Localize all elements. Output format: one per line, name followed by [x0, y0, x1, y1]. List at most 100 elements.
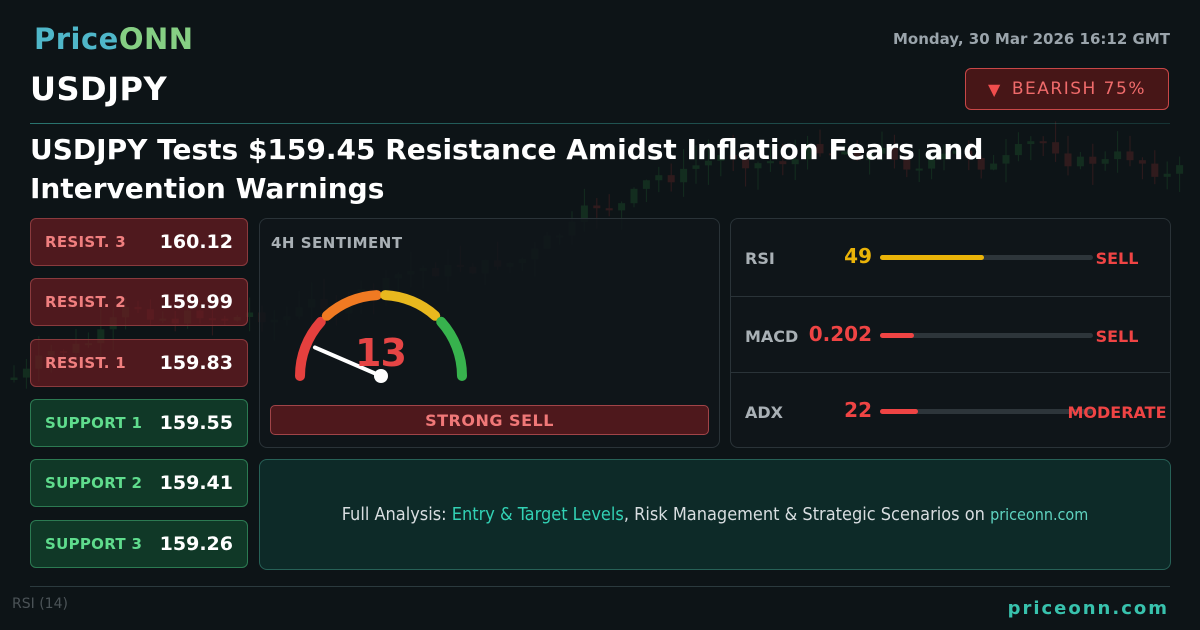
indicator-value: 0.202 — [808, 322, 872, 346]
background-candle-body — [642, 180, 650, 189]
level-value: 159.41 — [159, 472, 233, 494]
indicators-card: RSI 49 SELL MACD 0.202 SELL ADX 22 MODER… — [730, 218, 1171, 448]
gauge-segment-green — [436, 316, 467, 381]
bearish-badge-label: BEARISH 75% — [1011, 79, 1146, 99]
cta-domain-link[interactable]: priceonn.com — [990, 505, 1089, 524]
level-label: SUPPORT 1 — [45, 414, 143, 432]
triangle-down-icon: ▼ — [988, 79, 1002, 99]
indicator-name: MACD — [745, 327, 799, 346]
background-candle-body — [890, 147, 898, 160]
level-resist-1: RESIST. 1 159.83 — [30, 339, 248, 387]
indicator-bar-fill — [880, 409, 919, 414]
background-candle-body — [1027, 141, 1035, 145]
background-candle-body — [828, 153, 836, 156]
indicator-name: ADX — [745, 403, 783, 422]
background-candle-body — [1064, 153, 1072, 167]
background-candle-body — [952, 150, 960, 154]
headline: USDJPY Tests $159.45 Resistance Amidst I… — [30, 133, 984, 205]
indicator-bar-fill — [880, 255, 985, 260]
indicator-signal: MODERATE — [1067, 403, 1167, 422]
background-candle-body — [97, 329, 105, 344]
background-candle-body — [10, 377, 18, 380]
background-candle-body — [1114, 151, 1122, 160]
background-candle-body — [1052, 142, 1060, 154]
full-analysis-banner[interactable]: Full Analysis: Entry & Target Levels, Ri… — [259, 459, 1171, 570]
level-label: SUPPORT 3 — [45, 535, 143, 553]
background-candle-body — [754, 163, 762, 169]
level-support-1: SUPPORT 1 159.55 — [30, 399, 248, 447]
brand-logo-part1: Price — [34, 22, 119, 56]
level-value: 159.26 — [159, 533, 233, 555]
background-candle-body — [1014, 144, 1022, 156]
background-candle-body — [1138, 160, 1146, 164]
level-resist-2: RESIST. 2 159.99 — [30, 278, 248, 326]
level-resist-3: RESIST. 3 160.12 — [30, 218, 248, 266]
indicator-row-adx: ADX 22 MODERATE — [731, 372, 1170, 449]
background-candle-body — [704, 160, 712, 166]
background-candle-body — [655, 175, 663, 181]
background-candle-body — [816, 144, 824, 154]
level-value: 159.55 — [159, 412, 233, 434]
background-candle-body — [680, 168, 688, 183]
background-candle-body — [580, 205, 588, 222]
background-candle-body — [1002, 155, 1010, 164]
gauge-segment-red — [295, 316, 326, 381]
background-candle-body — [1151, 163, 1159, 177]
background-candle-body — [791, 159, 799, 165]
background-candle-body — [903, 159, 911, 170]
indicator-signal: SELL — [1095, 327, 1139, 346]
background-candle-body — [940, 153, 948, 159]
brand-logo-part2: ONN — [118, 22, 194, 56]
indicator-row-rsi: RSI 49 SELL — [731, 219, 1170, 295]
background-candle-body — [1076, 156, 1084, 167]
background-candle-body — [22, 368, 30, 378]
level-value: 159.99 — [159, 291, 233, 313]
indicator-bar-track — [880, 409, 1093, 414]
background-candle-body — [766, 161, 774, 164]
gauge-needle — [312, 345, 383, 378]
indicator-value: 49 — [844, 244, 872, 268]
level-label: RESIST. 3 — [45, 233, 126, 251]
background-candle-body — [1039, 141, 1047, 144]
indicator-bar-track — [880, 333, 1093, 338]
background-candle-body — [593, 205, 601, 209]
gauge-segment-yellow — [380, 290, 441, 321]
indicator-name: RSI — [745, 249, 775, 268]
background-candle-body — [1089, 156, 1097, 164]
background-candle-body — [667, 175, 675, 183]
background-candle-body — [1163, 173, 1171, 177]
background-candle-body — [779, 161, 787, 165]
background-candle-body — [878, 147, 886, 154]
sentiment-verdict: STRONG SELL — [270, 405, 709, 435]
background-candle-body — [1176, 165, 1184, 174]
level-value: 160.12 — [159, 231, 233, 253]
indicator-bar-track — [880, 255, 1093, 260]
sentiment-title: 4H SENTIMENT — [271, 234, 403, 252]
background-candle-body — [990, 163, 998, 170]
background-candle-body — [928, 158, 936, 169]
indicator-bar-fill — [880, 333, 915, 338]
background-candle-body — [804, 144, 812, 160]
level-label: SUPPORT 2 — [45, 474, 143, 492]
background-rsi-label: RSI (14) — [12, 596, 68, 612]
sentiment-card: 4H SENTIMENT 13 STRONG SELL — [259, 218, 720, 448]
background-candle-body — [246, 312, 254, 317]
background-candle-body — [742, 159, 750, 169]
gauge-segment-orange — [321, 290, 382, 321]
gauge-needle-hub — [374, 369, 388, 383]
indicator-value: 22 — [844, 398, 872, 422]
background-candle-body — [605, 208, 613, 211]
level-label: RESIST. 1 — [45, 354, 126, 372]
footer-divider — [30, 586, 1170, 587]
background-candle-body — [915, 168, 923, 171]
background-candle-body — [717, 155, 725, 161]
symbol-title: USDJPY — [30, 70, 168, 108]
footer-domain[interactable]: priceonn.com — [1007, 598, 1169, 619]
sentiment-gauge — [295, 290, 467, 383]
level-value: 159.83 — [159, 352, 233, 374]
bearish-badge: ▼ BEARISH 75% — [965, 68, 1169, 110]
sentiment-score: 13 — [355, 331, 407, 375]
header-divider — [30, 123, 1170, 124]
background-candle-body — [618, 203, 626, 211]
cta-highlight: Entry & Target Levels — [451, 504, 624, 525]
